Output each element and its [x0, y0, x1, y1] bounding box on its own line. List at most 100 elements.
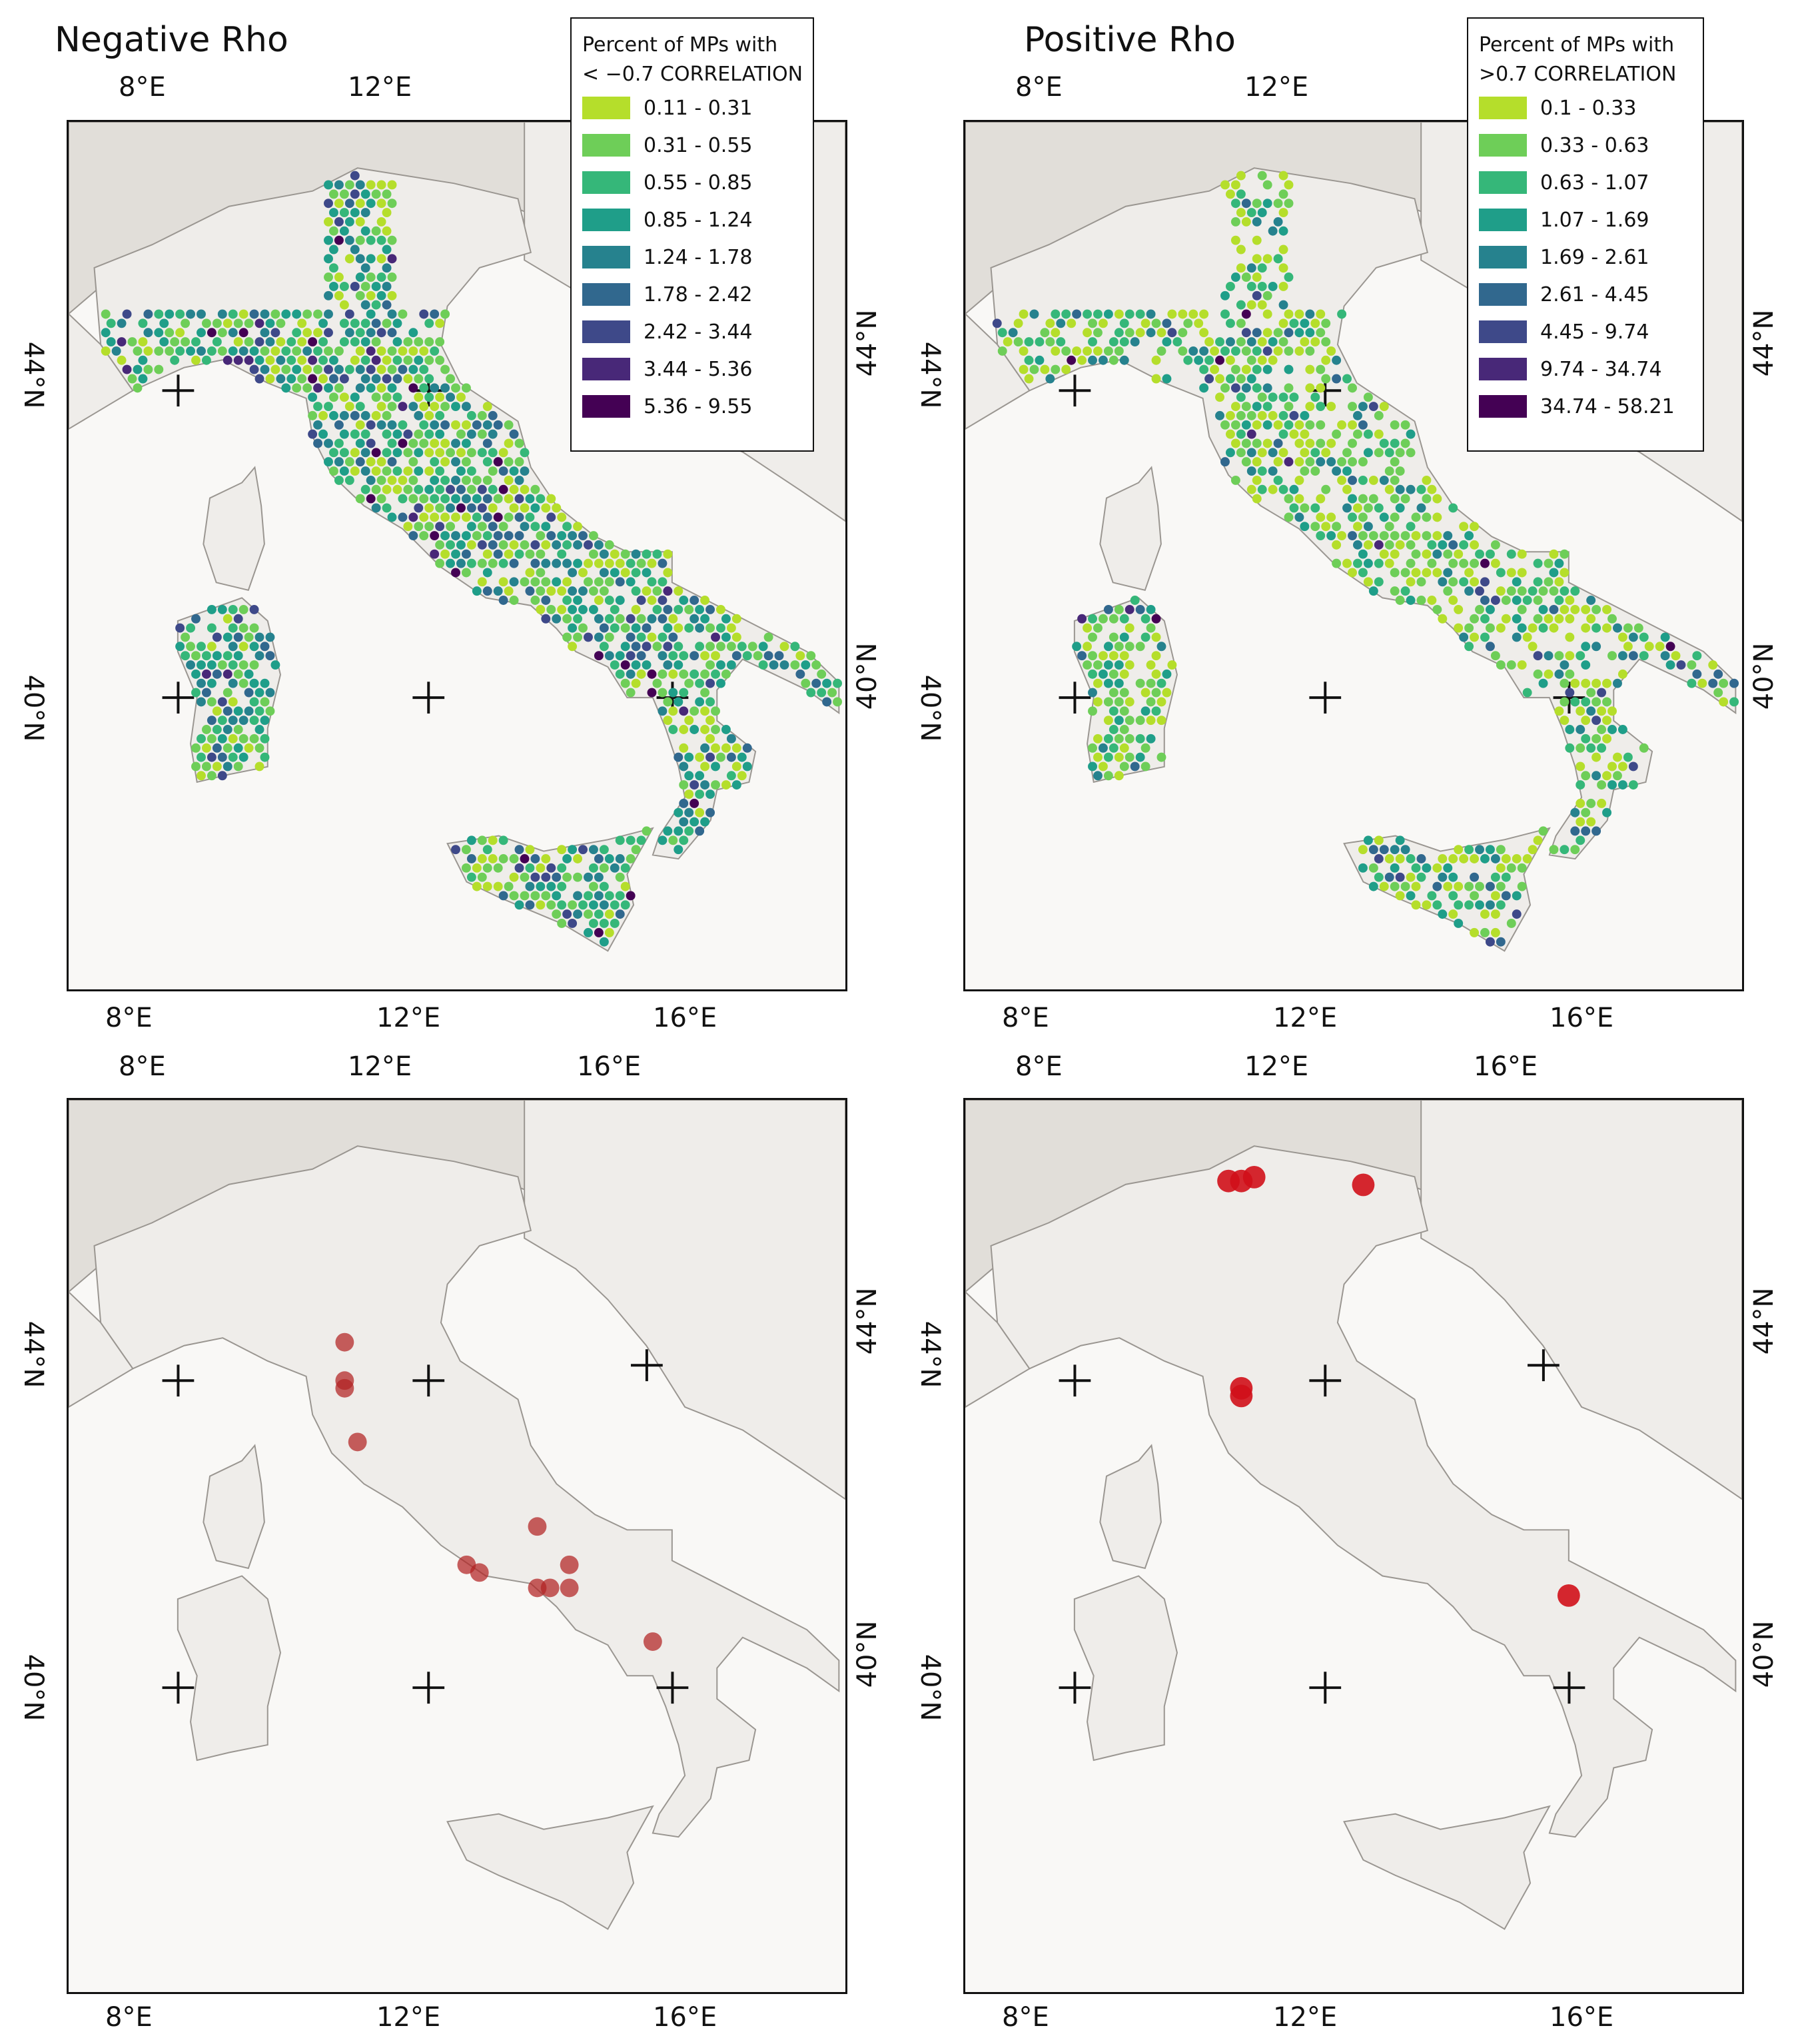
hex-cell [1167, 309, 1177, 319]
tick-top-8e: 8°E [119, 1051, 166, 1082]
hex-cell [636, 596, 646, 605]
hex-cell [430, 346, 440, 356]
hex-cell [435, 558, 445, 568]
hex-cell [207, 346, 217, 356]
hex-cell [610, 549, 620, 559]
hex-cell [817, 669, 827, 679]
hex-cell [382, 318, 392, 328]
hex-cell [1294, 475, 1304, 485]
hex-cell [228, 678, 238, 688]
hex-cell [313, 383, 323, 393]
legend-row: 0.85 - 1.24 [582, 201, 802, 239]
hex-cell [493, 512, 503, 522]
hex-cell [562, 909, 572, 919]
legend-swatch [1479, 97, 1527, 119]
hex-cell [382, 484, 392, 494]
hex-cell [626, 688, 636, 698]
hex-cell [1268, 484, 1278, 494]
hex-cell [1140, 614, 1150, 624]
hex-cell [1490, 651, 1500, 661]
hex-cell [482, 457, 492, 467]
hex-cell [1151, 669, 1161, 679]
hex-cell [328, 281, 338, 291]
hex-cell [270, 309, 280, 319]
hex-cell [1321, 374, 1331, 384]
hex-cell [1454, 918, 1464, 928]
hex-cell [366, 309, 376, 319]
hex-cell [1432, 604, 1442, 614]
hex-cell [355, 438, 365, 448]
hex-cell [165, 328, 175, 338]
hex-cell [366, 328, 376, 338]
hex-cell [562, 854, 572, 863]
hex-cell [281, 383, 291, 393]
hex-cell [1406, 872, 1416, 882]
graticule-cross [412, 1364, 445, 1397]
hex-cell [419, 309, 429, 319]
hex-cell [286, 337, 296, 347]
hex-cell [414, 374, 424, 384]
hex-cell [498, 577, 508, 587]
hex-cell [254, 374, 264, 384]
hex-cell [1480, 927, 1490, 937]
hex-cell [249, 678, 259, 688]
hex-cell [1215, 410, 1224, 420]
hex-cell [488, 466, 498, 476]
hex-cell [477, 503, 487, 513]
hex-cell [599, 568, 609, 578]
hex-cell [1273, 420, 1283, 430]
hex-cell [636, 835, 646, 845]
hex-cell [1432, 900, 1442, 910]
tick-bottom-16e: 16°E [1550, 1003, 1614, 1033]
hex-cell [424, 503, 434, 513]
hex-cell [1337, 457, 1347, 467]
hex-cell [626, 651, 636, 661]
hex-cell [472, 420, 482, 430]
hex-cell [488, 503, 498, 513]
hex-cell [197, 678, 206, 688]
hex-cell [1289, 503, 1299, 513]
hex-cell [594, 540, 604, 550]
hex-cell [1146, 309, 1156, 319]
hex-cell [1427, 891, 1437, 901]
hex-cell [546, 604, 556, 614]
hex-cell [1358, 845, 1368, 855]
hex-cell [355, 180, 365, 190]
tick-bottom-12e: 12°E [1273, 1003, 1338, 1033]
hex-cell [1400, 494, 1410, 504]
hex-cell [1628, 651, 1638, 661]
hex-cell [715, 604, 725, 614]
hex-cell [1464, 568, 1474, 578]
hex-cell [1379, 531, 1389, 541]
hex-cell [313, 309, 323, 319]
hex-cell [360, 300, 370, 310]
hex-cell [1448, 558, 1458, 568]
hex-cell [525, 863, 535, 873]
hex-cell [350, 466, 360, 476]
hex-cell [1390, 586, 1400, 596]
hex-cell [541, 854, 551, 863]
hex-cell [620, 863, 630, 873]
italy-land [990, 1145, 1737, 1838]
hex-cell [1676, 660, 1686, 670]
hex-cell [1051, 328, 1061, 338]
hex-cell [1612, 623, 1622, 633]
hex-cell [408, 494, 418, 504]
hex-cell [541, 577, 551, 587]
hex-cell [1448, 540, 1458, 550]
hex-cell [1273, 438, 1283, 448]
hex-cell [1146, 623, 1156, 633]
hex-cell [265, 355, 275, 365]
hex-cell [254, 688, 264, 698]
hex-cell [244, 337, 254, 347]
hex-cell [403, 355, 413, 365]
hex-cell [1124, 328, 1134, 338]
hex-cell [461, 568, 471, 578]
hex-cell [414, 503, 424, 513]
hex-cell [1236, 171, 1246, 181]
hex-cell [679, 835, 689, 845]
hex-cell [504, 457, 514, 467]
hex-cell [355, 346, 365, 356]
hex-cell [1602, 623, 1612, 633]
hex-cell [599, 918, 609, 928]
